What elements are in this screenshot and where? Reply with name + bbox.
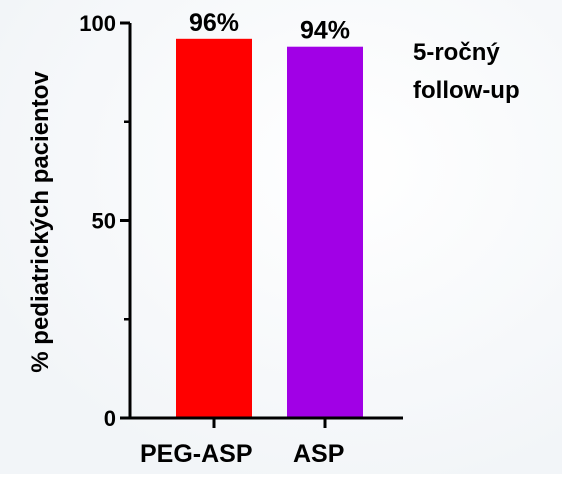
data-label-peg-asp: 96% (189, 9, 239, 37)
bar-peg-asp (176, 38, 252, 419)
y-axis-label: % pediatrických pacientov (27, 71, 54, 373)
y-tick-label-100: 100 (79, 11, 116, 36)
annotation-line-2: follow-up (413, 77, 520, 104)
y-tick-label-50: 50 (92, 209, 116, 234)
y-tick-label-0: 0 (104, 406, 116, 431)
plot-area: 96% 94% 0 50 100 PEG-ASP ASP (79, 9, 403, 468)
annotation: 5-ročný follow-up (413, 39, 520, 104)
annotation-line-1: 5-ročný (413, 39, 500, 66)
data-label-asp: 94% (300, 17, 350, 45)
x-tick-label-asp: ASP (293, 440, 344, 468)
x-tick-label-peg-asp: PEG-ASP (140, 440, 253, 468)
bar-asp (287, 46, 363, 418)
